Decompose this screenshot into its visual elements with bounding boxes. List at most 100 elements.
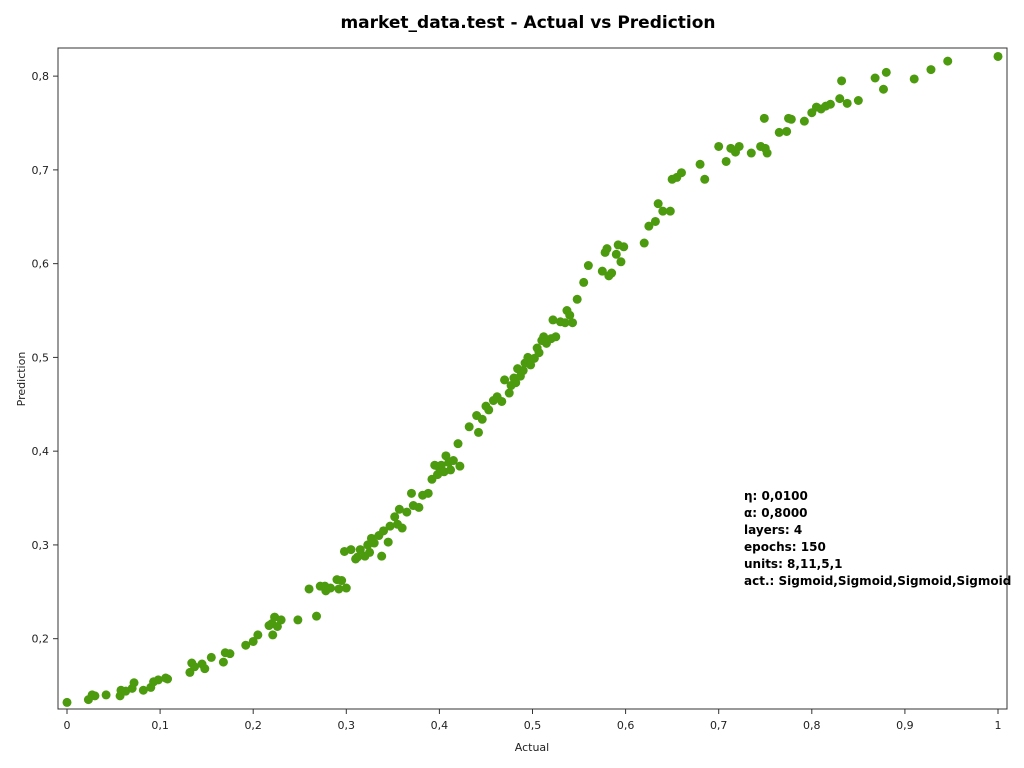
data-point bbox=[579, 277, 589, 287]
data-point bbox=[774, 127, 784, 137]
data-point bbox=[799, 116, 809, 126]
data-point bbox=[853, 96, 863, 106]
data-point bbox=[101, 690, 111, 700]
data-point bbox=[665, 206, 675, 216]
x-tick-label: 0 bbox=[64, 719, 71, 732]
data-point bbox=[365, 547, 375, 557]
data-point bbox=[390, 512, 400, 522]
data-point bbox=[565, 310, 575, 320]
data-point bbox=[870, 73, 880, 83]
data-point bbox=[548, 315, 558, 325]
data-point bbox=[453, 439, 463, 449]
x-tick-label: 0,5 bbox=[524, 719, 542, 732]
data-point bbox=[658, 206, 668, 216]
data-point bbox=[572, 294, 582, 304]
data-point bbox=[153, 675, 163, 685]
data-point bbox=[534, 348, 544, 358]
data-point bbox=[464, 422, 474, 432]
data-point bbox=[337, 576, 347, 586]
data-point bbox=[325, 583, 335, 593]
data-point bbox=[200, 664, 210, 674]
data-point bbox=[500, 375, 510, 385]
data-point bbox=[842, 98, 852, 108]
data-point bbox=[423, 488, 433, 498]
data-point bbox=[346, 545, 356, 555]
data-point bbox=[560, 318, 570, 328]
data-point bbox=[568, 318, 578, 328]
data-point bbox=[446, 465, 456, 475]
data-point bbox=[253, 630, 263, 640]
data-point bbox=[714, 141, 724, 151]
data-point bbox=[272, 621, 282, 631]
data-point bbox=[334, 584, 344, 594]
data-point bbox=[497, 396, 507, 406]
data-point bbox=[293, 615, 303, 625]
data-point bbox=[639, 238, 649, 248]
data-point bbox=[218, 657, 228, 667]
data-point bbox=[448, 456, 458, 466]
data-point bbox=[477, 414, 487, 424]
data-point bbox=[619, 242, 629, 252]
x-tick-label: 0,1 bbox=[151, 719, 169, 732]
y-tick-label: 0,5 bbox=[32, 351, 50, 364]
x-tick-label: 0,4 bbox=[431, 719, 449, 732]
data-point bbox=[825, 99, 835, 109]
data-point bbox=[484, 405, 494, 415]
data-point bbox=[878, 84, 888, 94]
annotation-units: units: 8,11,5,1 bbox=[744, 557, 842, 571]
y-tick-label: 0,3 bbox=[32, 539, 50, 552]
data-point bbox=[355, 545, 365, 555]
chart-title: market_data.test - Actual vs Prediction bbox=[340, 13, 715, 33]
data-point bbox=[759, 113, 769, 123]
x-tick-label: 0,3 bbox=[338, 719, 356, 732]
y-tick-label: 0,2 bbox=[32, 633, 50, 646]
data-point bbox=[782, 126, 792, 136]
data-point bbox=[700, 174, 710, 184]
data-point bbox=[206, 652, 216, 662]
data-point bbox=[518, 366, 528, 376]
data-point bbox=[414, 502, 424, 512]
data-point bbox=[455, 461, 465, 471]
x-tick-label: 0,2 bbox=[244, 719, 262, 732]
data-point bbox=[369, 538, 379, 548]
data-point bbox=[837, 76, 847, 86]
data-point bbox=[650, 216, 660, 226]
data-point bbox=[474, 427, 484, 437]
data-point bbox=[341, 583, 351, 593]
x-tick-label: 1 bbox=[995, 719, 1002, 732]
data-point bbox=[397, 523, 407, 533]
data-point bbox=[312, 611, 322, 621]
y-axis: 0,2 0,3 0,4 0,5 0,6 0,7 0,8 bbox=[32, 70, 58, 646]
data-point bbox=[926, 65, 936, 75]
data-point bbox=[385, 521, 395, 531]
data-point bbox=[241, 640, 251, 650]
data-point bbox=[644, 221, 654, 231]
x-tick-label: 0,8 bbox=[803, 719, 821, 732]
data-point bbox=[721, 156, 731, 166]
plot-area-frame bbox=[57, 47, 1008, 710]
data-point bbox=[225, 649, 235, 659]
data-point bbox=[611, 249, 621, 259]
data-point bbox=[90, 691, 100, 701]
annotation-activations: act.: Sigmoid,Sigmoid,Sigmoid,Sigmoid bbox=[744, 574, 1011, 588]
data-point bbox=[762, 148, 772, 158]
data-point bbox=[377, 551, 387, 561]
x-tick-label: 0,7 bbox=[710, 719, 728, 732]
data-point bbox=[163, 674, 173, 684]
data-point bbox=[304, 584, 314, 594]
data-point bbox=[602, 244, 612, 254]
data-point bbox=[526, 360, 536, 370]
data-point bbox=[402, 507, 412, 517]
data-point bbox=[248, 636, 258, 646]
data-point bbox=[909, 74, 919, 84]
data-point bbox=[583, 261, 593, 271]
data-point bbox=[352, 552, 362, 562]
data-point bbox=[746, 148, 756, 158]
data-point bbox=[504, 388, 514, 398]
y-tick-label: 0,7 bbox=[32, 164, 50, 177]
data-point bbox=[394, 504, 404, 514]
x-axis: 0 0,1 0,2 0,3 0,4 0,5 0,6 0,7 0,8 0,9 1 bbox=[64, 709, 1002, 732]
x-tick-label: 0,6 bbox=[617, 719, 635, 732]
y-tick-label: 0,4 bbox=[32, 445, 50, 458]
